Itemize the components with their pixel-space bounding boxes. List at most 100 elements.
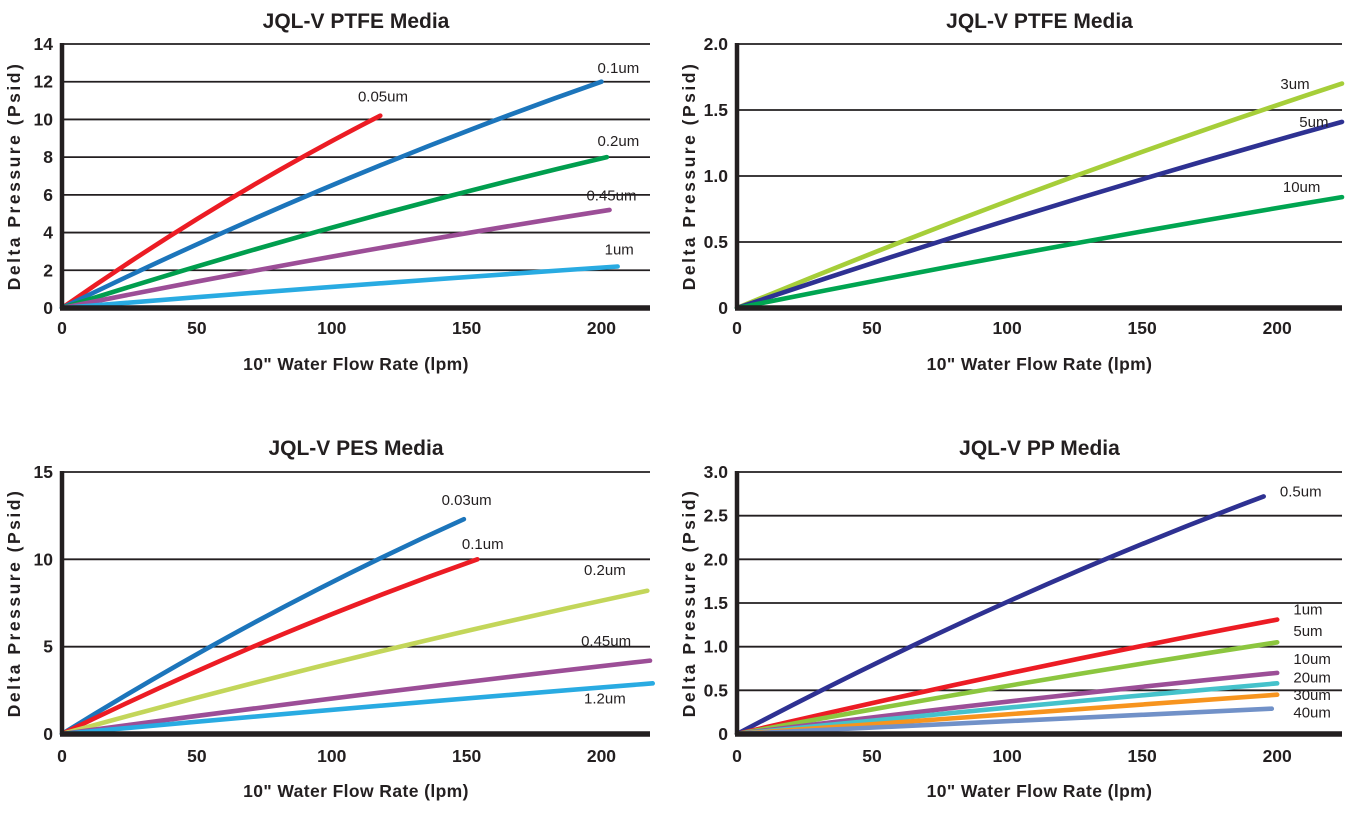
chart-title: JQL-V PTFE Media bbox=[263, 10, 450, 33]
y-tick-label: 4 bbox=[43, 223, 53, 243]
series-label-10um: 10um bbox=[1283, 179, 1321, 196]
x-tick-label: 0 bbox=[732, 746, 742, 766]
chart-panel-ptfe-fine-grades: 0.05um 0.1um 0.2um 0.45um 1um 0 2 4 6 8 10 12 14 0 50 1… bbox=[0, 0, 675, 420]
y-tick-label: 3.0 bbox=[704, 462, 729, 482]
y-tick-label: 8 bbox=[43, 147, 53, 167]
x-tick-label: 100 bbox=[317, 318, 346, 338]
y-tick-label: 2 bbox=[43, 260, 53, 280]
series-line-0.2um bbox=[59, 588, 650, 737]
x-tick-label: 100 bbox=[992, 318, 1021, 338]
x-tick-label: 200 bbox=[1263, 318, 1292, 338]
y-tick-label: 0 bbox=[43, 724, 53, 744]
series-label-0.1um: 0.1um bbox=[462, 536, 504, 553]
chart-title: JQL-V PES Media bbox=[268, 437, 443, 460]
x-axis-label: 10" Water Flow Rate (lpm) bbox=[927, 781, 1153, 801]
series-line-10um bbox=[734, 194, 1345, 311]
x-tick-label: 100 bbox=[317, 746, 346, 766]
y-tick-label: 0.5 bbox=[704, 232, 729, 252]
series-label-0.45um: 0.45um bbox=[581, 633, 631, 650]
series-line-0.1um bbox=[59, 79, 604, 311]
chart-ptfe-coarse-grades-canvas: 3um 5um 10um 0 0.5 1.0 1.5 2.0 0 50 100 150 200 JQL-V… bbox=[679, 10, 1345, 374]
y-tick-label: 10 bbox=[34, 549, 54, 569]
series-label-0.45um: 0.45um bbox=[586, 188, 636, 205]
series-label-0.2um: 0.2um bbox=[598, 133, 640, 150]
series-line-5um bbox=[734, 119, 1345, 311]
x-tick-label: 50 bbox=[187, 746, 207, 766]
series-line-3um bbox=[734, 81, 1345, 311]
series-label-20um: 20um bbox=[1293, 669, 1331, 686]
x-tick-label: 150 bbox=[1128, 746, 1157, 766]
y-tick-label: 0 bbox=[718, 298, 728, 318]
x-tick-label: 200 bbox=[1263, 746, 1292, 766]
chart-panel-pes-media: 0.03um 0.1um 0.2um 0.45um 1.2um 0 5 10 15 0 50 100 1… bbox=[0, 420, 675, 823]
y-tick-label: 5 bbox=[43, 637, 53, 657]
x-axis-label: 10" Water Flow Rate (lpm) bbox=[927, 354, 1153, 374]
y-tick-label: 0 bbox=[718, 724, 728, 744]
y-tick-label: 0 bbox=[43, 298, 53, 318]
x-tick-label: 150 bbox=[1128, 318, 1157, 338]
series-label-0.5um: 0.5um bbox=[1280, 483, 1322, 500]
series-label-1.2um: 1.2um bbox=[584, 690, 626, 707]
series-line-0.45um bbox=[59, 658, 653, 737]
y-axis-label: Delta Pressure (Psid) bbox=[4, 489, 24, 718]
y-axis-label: Delta Pressure (Psid) bbox=[679, 489, 699, 718]
series-label-1um: 1um bbox=[1293, 601, 1322, 618]
x-axis-label: 10" Water Flow Rate (lpm) bbox=[243, 354, 469, 374]
y-axis-label: Delta Pressure (Psid) bbox=[4, 62, 24, 291]
y-tick-label: 14 bbox=[34, 34, 54, 54]
series-label-40um: 40um bbox=[1293, 704, 1331, 721]
series-line-0.45um bbox=[59, 207, 612, 311]
y-tick-label: 15 bbox=[34, 462, 54, 482]
y-tick-label: 1.0 bbox=[704, 166, 729, 186]
chart-title: JQL-V PTFE Media bbox=[946, 10, 1133, 33]
series-label-10um: 10um bbox=[1293, 651, 1331, 668]
series-label-5um: 5um bbox=[1293, 623, 1322, 640]
chart-panel-ptfe-coarse-grades: 3um 5um 10um 0 0.5 1.0 1.5 2.0 0 50 100 150 200 JQL-V… bbox=[675, 0, 1350, 420]
x-tick-label: 150 bbox=[452, 318, 481, 338]
y-tick-label: 10 bbox=[34, 109, 54, 129]
y-axis-label: Delta Pressure (Psid) bbox=[679, 62, 699, 291]
series-line-0.03um bbox=[59, 516, 467, 737]
x-tick-label: 50 bbox=[187, 318, 207, 338]
series-label-30um: 30um bbox=[1293, 687, 1331, 704]
x-tick-label: 150 bbox=[452, 746, 481, 766]
series-line-0.1um bbox=[59, 557, 480, 737]
series-line-5um bbox=[734, 640, 1280, 737]
series-label-0.1um: 0.1um bbox=[598, 60, 640, 77]
y-tick-label: 2.0 bbox=[704, 549, 729, 569]
y-tick-label: 2.0 bbox=[704, 34, 729, 54]
y-tick-label: 0.5 bbox=[704, 680, 729, 700]
chart-panel-pp-media: 0.5um 1um 5um 10um 20um 30um 40um 0 0.5 1.0 1.5 2.0… bbox=[675, 420, 1350, 823]
x-tick-label: 0 bbox=[57, 746, 67, 766]
series-line-1um bbox=[59, 264, 620, 311]
x-axis-label: 10" Water Flow Rate (lpm) bbox=[243, 781, 469, 801]
series-label-0.05um: 0.05um bbox=[358, 89, 408, 106]
x-tick-label: 0 bbox=[732, 318, 742, 338]
series-line-0.2um bbox=[59, 154, 610, 311]
series-line-0.5um bbox=[734, 494, 1266, 737]
series-label-3um: 3um bbox=[1280, 76, 1309, 93]
x-tick-label: 50 bbox=[862, 318, 882, 338]
x-tick-label: 200 bbox=[587, 318, 616, 338]
y-tick-label: 1.5 bbox=[704, 593, 729, 613]
series-label-0.2um: 0.2um bbox=[584, 562, 626, 579]
series-label-5um: 5um bbox=[1299, 114, 1328, 131]
series-line-1um bbox=[734, 617, 1280, 737]
y-tick-label: 1.5 bbox=[704, 100, 729, 120]
y-tick-label: 6 bbox=[43, 185, 53, 205]
x-tick-label: 50 bbox=[862, 746, 882, 766]
x-tick-label: 200 bbox=[587, 746, 616, 766]
chart-title: JQL-V PP Media bbox=[959, 437, 1120, 460]
series-line-40um bbox=[734, 706, 1275, 737]
x-tick-label: 0 bbox=[57, 318, 67, 338]
chart-ptfe-fine-grades-canvas: 0.05um 0.1um 0.2um 0.45um 1um 0 2 4 6 8 10 12 14 0 50 1… bbox=[4, 10, 650, 374]
y-tick-label: 12 bbox=[34, 72, 54, 92]
x-tick-label: 100 bbox=[992, 746, 1021, 766]
series-label-1um: 1um bbox=[605, 241, 634, 258]
series-line-0.05um bbox=[59, 113, 383, 311]
series-line-1.2um bbox=[59, 681, 655, 737]
series-label-0.03um: 0.03um bbox=[442, 492, 492, 509]
